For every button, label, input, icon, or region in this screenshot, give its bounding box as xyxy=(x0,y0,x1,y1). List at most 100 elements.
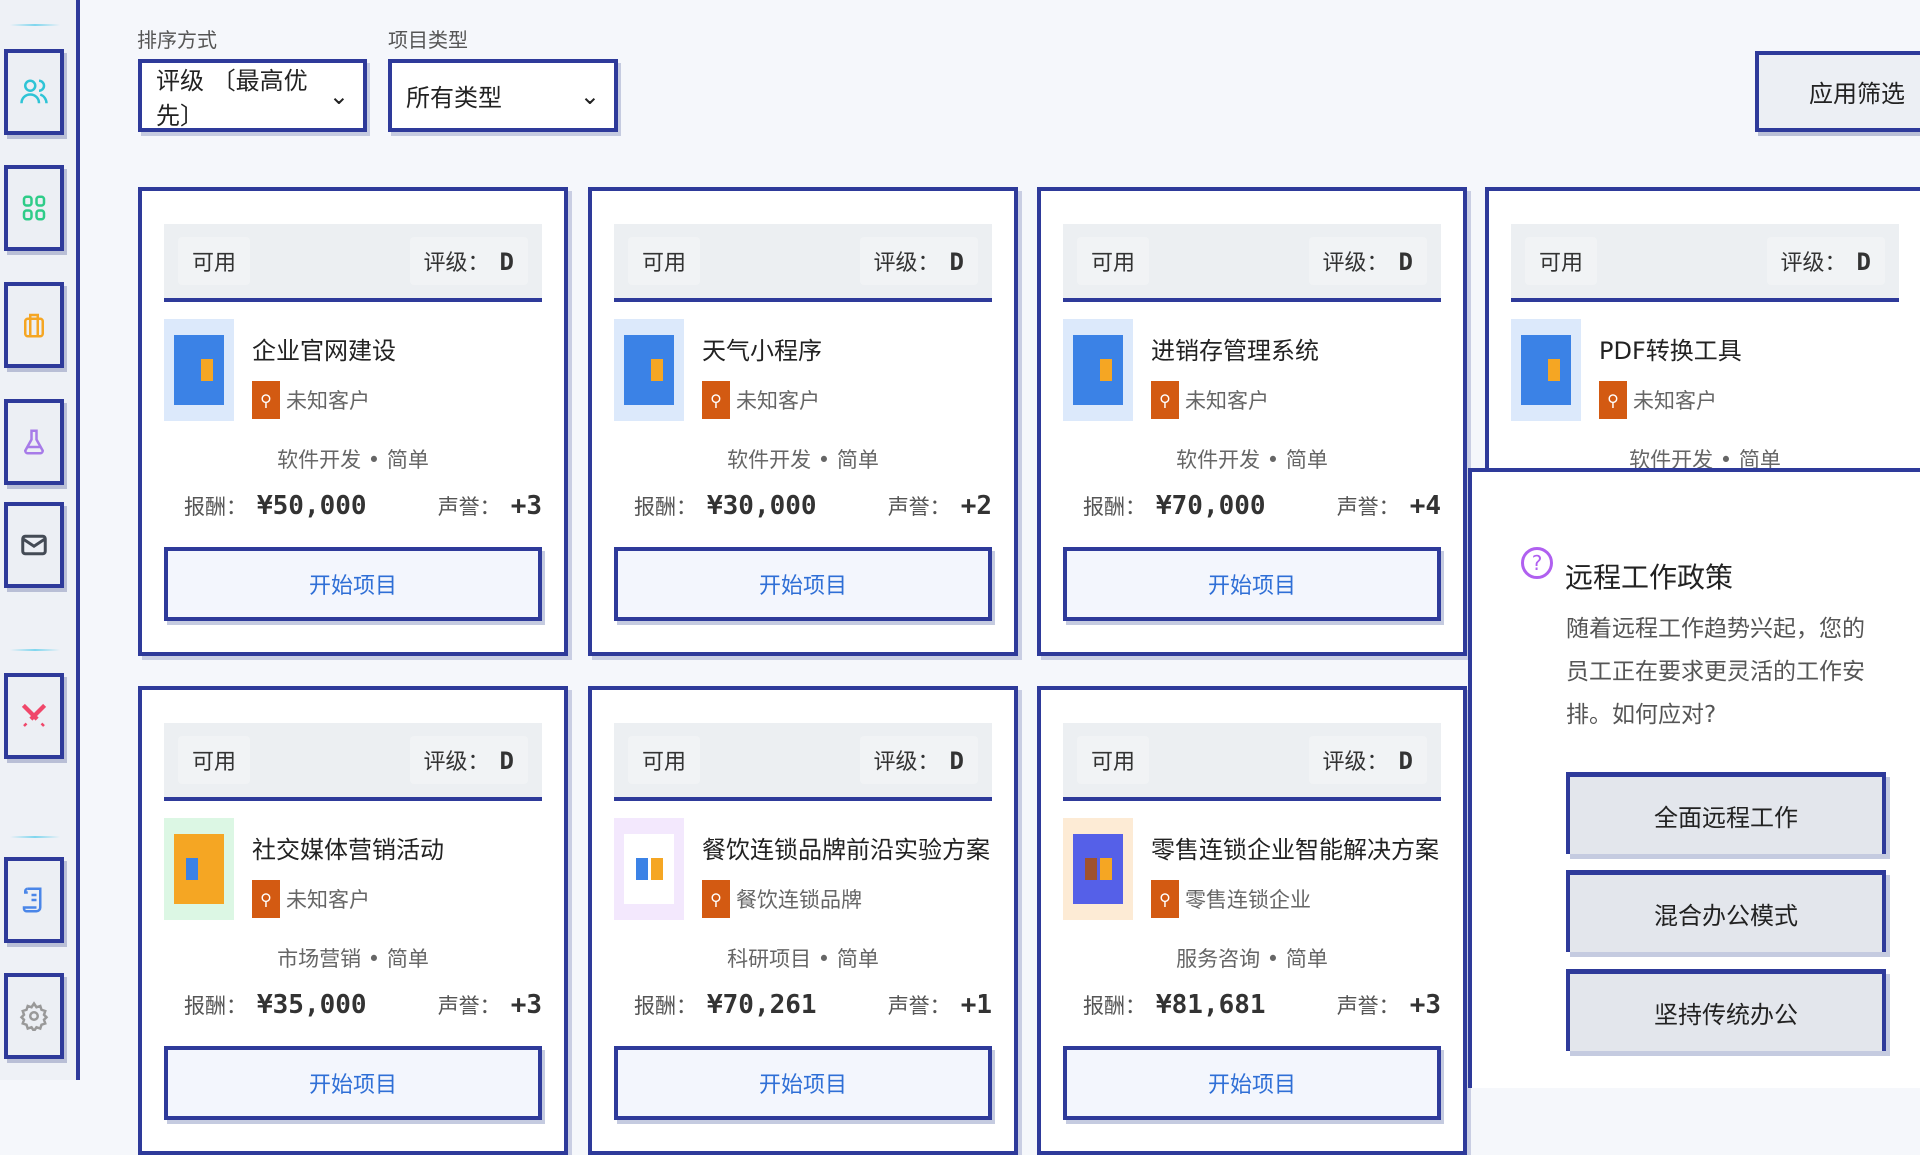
rep-value: +4 xyxy=(1409,491,1441,521)
type-select[interactable]: 所有类型 ⌄ xyxy=(388,59,618,132)
sidebar-item-dashboard[interactable] xyxy=(4,165,64,251)
reward-label: 报酬： xyxy=(1083,994,1146,1018)
grade: 评级： D xyxy=(1766,237,1885,285)
sort-value: 评级 〔最高优先〕 xyxy=(156,66,308,130)
start-project-button[interactable]: 开始项目 xyxy=(1063,1046,1441,1120)
sidebar-item-staff[interactable] xyxy=(4,49,64,135)
start-project-button[interactable]: 开始项目 xyxy=(164,1046,542,1120)
sidebar-item-projects[interactable] xyxy=(4,282,64,368)
apply-filter-button[interactable]: 应用筛选 xyxy=(1755,51,1920,132)
option-full-remote-button[interactable]: 全面远程工作 xyxy=(1566,772,1886,854)
client: ⚲ 未知客户 xyxy=(1599,381,1717,419)
client: ⚲ 餐饮连锁品牌 xyxy=(702,880,862,918)
reward-row: 报酬： ¥81,681 声誉： +3 xyxy=(1083,990,1441,1020)
project-card: 可用 评级： D 企业官网建设 ⚲ 未知客户 软件开发 • 简单 报酬： ¥50,000… xyxy=(138,187,568,656)
category: 科研项目 xyxy=(727,947,812,971)
reward-value: ¥70,000 xyxy=(1156,491,1266,521)
reward-row: 报酬： ¥35,000 声誉： +3 xyxy=(184,990,542,1020)
client-name: 未知客户 xyxy=(286,888,370,912)
sidebar-item-battle[interactable] xyxy=(4,673,64,759)
project-icon xyxy=(614,818,684,920)
category: 软件开发 xyxy=(1629,448,1714,472)
sidebar-item-research[interactable] xyxy=(4,399,64,485)
sidebar xyxy=(0,0,80,1080)
rep-value: +1 xyxy=(960,990,992,1020)
reward-row: 报酬： ¥70,000 声誉： +4 xyxy=(1083,491,1441,521)
chevron-down-icon: ⌄ xyxy=(579,81,600,110)
grade: 评级： D xyxy=(859,237,978,285)
reward-label: 报酬： xyxy=(184,495,247,519)
client-avatar-icon: ⚲ xyxy=(252,880,280,918)
project-title: 进销存管理系统 xyxy=(1151,337,1319,365)
card-header: 可用 评级： D xyxy=(164,224,542,302)
start-project-button[interactable]: 开始项目 xyxy=(164,547,542,621)
sidebar-divider xyxy=(10,24,60,26)
grade: 评级： D xyxy=(859,736,978,784)
briefcase-icon xyxy=(24,313,44,338)
client-name: 未知客户 xyxy=(736,389,820,413)
start-project-button[interactable]: 开始项目 xyxy=(1063,547,1441,621)
sort-select[interactable]: 评级 〔最高优先〕 ⌄ xyxy=(138,59,367,132)
project-icon xyxy=(164,319,234,421)
project-icon xyxy=(1063,319,1133,421)
project-icon xyxy=(1511,319,1581,421)
client-avatar-icon: ⚲ xyxy=(702,880,730,918)
reward-value: ¥50,000 xyxy=(257,491,367,521)
client: ⚲ 未知客户 xyxy=(702,381,820,419)
project-title: 天气小程序 xyxy=(702,337,822,365)
project-tags: 市场营销 • 简单 xyxy=(277,947,429,971)
sidebar-item-log[interactable] xyxy=(4,857,64,943)
rep-label: 声誉： xyxy=(437,495,501,519)
sidebar-divider xyxy=(10,836,60,838)
client-avatar-icon: ⚲ xyxy=(1151,381,1179,419)
sort-label: 排序方式 xyxy=(137,28,217,52)
start-project-button[interactable]: 开始项目 xyxy=(614,547,992,621)
status-badge: 可用 xyxy=(1077,736,1150,784)
status-badge: 可用 xyxy=(178,736,251,784)
grid-icon xyxy=(22,195,46,221)
option-traditional-button[interactable]: 坚持传统办公 xyxy=(1566,969,1886,1051)
project-card: 可用 评级： D 零售连锁企业智能解决方案 ⚲ 零售连锁企业 服务咨询 • 简单 报酬… xyxy=(1037,686,1467,1155)
project-tags: 科研项目 • 简单 xyxy=(727,947,879,971)
grade: 评级： D xyxy=(1308,736,1427,784)
grade-value: D xyxy=(499,248,514,276)
reward-label: 报酬： xyxy=(634,495,697,519)
client: ⚲ 未知客户 xyxy=(252,880,370,918)
category: 服务咨询 xyxy=(1176,947,1261,971)
project-card: 可用 评级： D 餐饮连锁品牌前沿实验方案 ⚲ 餐饮连锁品牌 科研项目 • 简单 报酬… xyxy=(588,686,1018,1155)
sidebar-divider xyxy=(10,649,60,651)
grade-label: 评级： xyxy=(423,251,490,276)
grade-label: 评级： xyxy=(1322,251,1389,276)
rep-label: 声誉： xyxy=(887,495,951,519)
category: 市场营销 xyxy=(277,947,362,971)
option-hybrid-button[interactable]: 混合办公模式 xyxy=(1566,870,1886,952)
reward-label: 报酬： xyxy=(184,994,247,1018)
card-header: 可用 评级： D xyxy=(1063,723,1441,801)
scroll-icon xyxy=(22,887,42,913)
project-tags: 软件开发 • 简单 xyxy=(1176,448,1328,472)
client-name: 未知客户 xyxy=(286,389,370,413)
status-badge: 可用 xyxy=(628,736,701,784)
reward-row: 报酬： ¥30,000 声誉： +2 xyxy=(634,491,992,521)
event-title: 远程工作政策 xyxy=(1565,561,1734,594)
status-badge: 可用 xyxy=(1525,237,1598,285)
project-icon xyxy=(1063,818,1133,920)
card-header: 可用 评级： D xyxy=(1511,224,1899,302)
client-avatar-icon: ⚲ xyxy=(1599,381,1627,419)
start-project-button[interactable]: 开始项目 xyxy=(614,1046,992,1120)
rep-value: +3 xyxy=(510,491,542,521)
rep-label: 声誉： xyxy=(887,994,951,1018)
project-card: 可用 评级： D 社交媒体营销活动 ⚲ 未知客户 市场营销 • 简单 报酬： ¥35,0… xyxy=(138,686,568,1155)
card-header: 可用 评级： D xyxy=(1063,224,1441,302)
category: 软件开发 xyxy=(277,448,362,472)
rep-label: 声誉： xyxy=(437,994,501,1018)
project-tags: 软件开发 • 简单 xyxy=(1629,448,1781,472)
grade: 评级： D xyxy=(409,237,528,285)
project-title: 社交媒体营销活动 xyxy=(252,836,444,864)
client-avatar-icon: ⚲ xyxy=(702,381,730,419)
sidebar-item-settings[interactable] xyxy=(4,973,64,1059)
sidebar-item-mail[interactable] xyxy=(4,502,64,588)
status-badge: 可用 xyxy=(1077,237,1150,285)
difficulty: 简单 xyxy=(836,947,879,971)
grade-label: 评级： xyxy=(423,750,490,775)
